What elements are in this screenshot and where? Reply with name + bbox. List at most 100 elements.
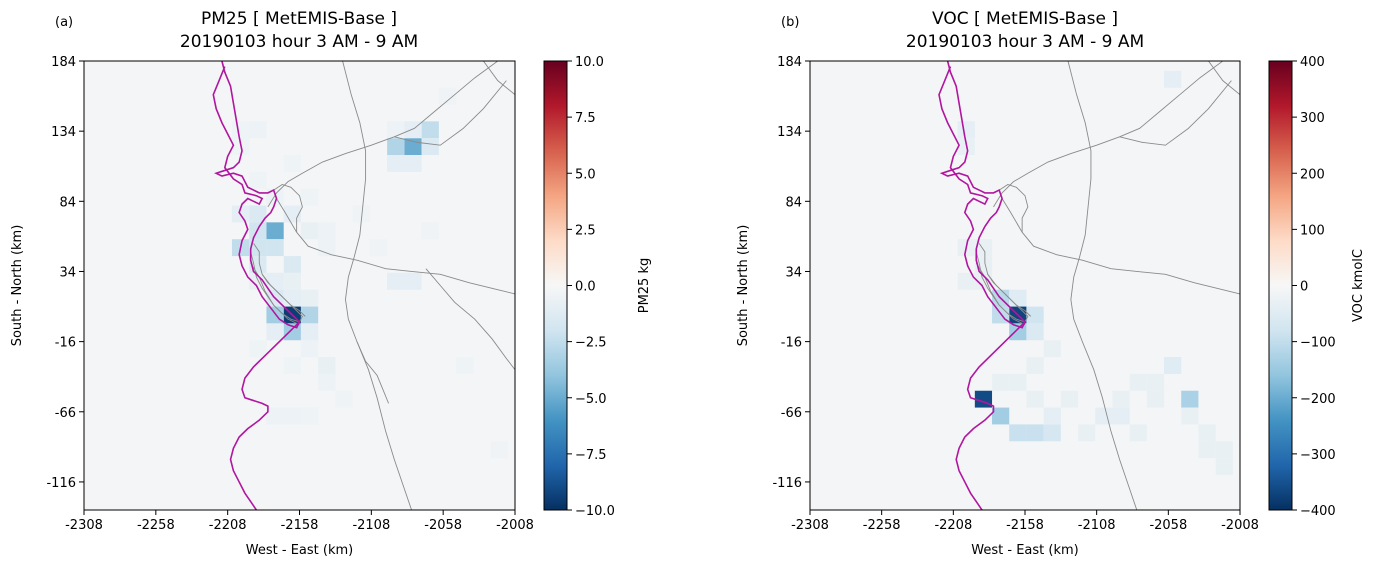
heatmap-cell: [1078, 424, 1096, 442]
heatmap-cell: [249, 205, 267, 223]
heatmap-cell: [249, 171, 267, 189]
y-tick-label: -16: [781, 336, 802, 351]
heatmap-cell: [1215, 441, 1233, 459]
colorbar-label: VOC kmolC: [1351, 249, 1366, 322]
heatmap-cell: [1043, 424, 1061, 442]
x-tick-label: -2058: [424, 518, 462, 533]
y-axis-label: South - North (km): [10, 225, 25, 347]
heatmap-cell: [352, 205, 370, 223]
heatmap-cell: [1043, 407, 1061, 425]
y-tick-label: -116: [772, 476, 802, 491]
y-tick-label: 184: [777, 55, 802, 70]
bay-outline: [250, 243, 303, 323]
heatmap-cell: [369, 239, 388, 257]
colorbar-tick-label: 100: [1300, 223, 1325, 238]
road-line: [394, 80, 507, 146]
chart-subtitle: 20190103 hour 3 AM - 9 AM: [906, 32, 1144, 52]
heatmap-cell: [957, 121, 975, 139]
x-tick-label: -2158: [281, 518, 319, 533]
heatmap-cell: [300, 222, 319, 240]
road-line: [273, 183, 303, 233]
road-line: [993, 61, 1224, 208]
road-line: [1001, 198, 1240, 295]
road-line: [267, 61, 499, 208]
colorbar-tick-label: 400: [1300, 55, 1325, 70]
heatmap-cell: [387, 272, 405, 290]
x-tick-label: -2208: [209, 518, 247, 533]
heatmap-cell: [283, 272, 301, 290]
road-line: [425, 268, 515, 370]
heatmap-cell: [1215, 458, 1233, 475]
heatmap-cell: [387, 138, 405, 156]
y-tick-label: 134: [51, 125, 76, 140]
heatmap-cell: [1129, 424, 1147, 442]
heatmap-cell: [249, 272, 267, 290]
colorbar: [543, 60, 568, 511]
colorbar-tick-label: 10.0: [575, 55, 604, 70]
x-tick-label: -2008: [496, 518, 534, 533]
chart-title: VOC [ MetEMIS-Base ]: [932, 9, 1118, 29]
road-line: [998, 183, 1029, 233]
heatmap-cell: [249, 340, 267, 358]
heatmap-cell: [490, 441, 508, 459]
y-tick-label: 34: [785, 265, 802, 280]
heatmap-cell: [421, 138, 439, 156]
heatmap-cell: [249, 239, 267, 257]
colorbar-tick-label: −400: [1300, 504, 1336, 519]
heatmap-cell: [387, 121, 405, 139]
x-tick-label: -2058: [1149, 518, 1187, 533]
heatmap-cell: [1181, 407, 1199, 425]
heatmap-cell: [266, 407, 284, 425]
x-tick-label: -2108: [1078, 518, 1116, 533]
heatmap-cell: [438, 87, 457, 105]
y-tick-label: -66: [55, 406, 76, 421]
heatmap-cell: [318, 222, 336, 240]
colorbar-tick-label: 2.5: [575, 223, 596, 238]
colorbar-tick-label: −5.0: [575, 392, 607, 407]
heatmap-cell: [421, 121, 439, 139]
heatmap-cell: [266, 239, 284, 257]
y-tick-label: 34: [59, 265, 76, 280]
heatmap-cell: [1095, 407, 1113, 425]
heatmap-cell: [1060, 390, 1079, 408]
heatmap-cell: [1164, 70, 1182, 88]
heatmap-cell: [249, 121, 267, 139]
colorbar-tick-label: 300: [1300, 111, 1325, 126]
heatmap-cell: [335, 390, 353, 408]
y-tick-label: 84: [59, 195, 76, 210]
heatmap-cell: [974, 239, 993, 257]
heatmap-cell: [1198, 441, 1216, 459]
heatmap-cell: [300, 407, 319, 425]
coastline: [938, 61, 1026, 329]
heatmap-cell: [456, 357, 474, 374]
heatmap-cell: [1009, 373, 1027, 391]
y-tick-label: -66: [781, 406, 802, 421]
heatmap-cell: [992, 373, 1010, 391]
y-tick-label: -16: [55, 336, 76, 351]
heatmap-cell: [318, 373, 336, 391]
heatmap-cell: [300, 306, 319, 324]
x-tick-label: -2158: [1006, 518, 1044, 533]
road-line: [276, 198, 515, 295]
road-line: [1208, 61, 1240, 96]
y-tick-label: 134: [777, 125, 802, 140]
colorbar-tick-label: 7.5: [575, 111, 596, 126]
x-axis-label: West - East (km): [971, 543, 1078, 558]
heatmap-cell: [404, 155, 422, 172]
heatmap-cell: [300, 289, 319, 307]
colorbar-tick-label: −200: [1300, 392, 1336, 407]
heatmap-cell: [283, 256, 301, 273]
heatmap-cell: [283, 357, 301, 374]
colorbar-tick-label: 200: [1300, 167, 1325, 182]
panel-label: (b): [781, 15, 799, 30]
heatmap-cell: [957, 272, 975, 290]
colorbar-tick-label: −7.5: [575, 448, 607, 463]
colorbar-tick-label: 0.0: [575, 280, 596, 295]
x-tick-label: -2308: [65, 518, 103, 533]
heatmap-cell: [266, 323, 284, 341]
heatmap-cell: [1026, 306, 1044, 324]
chart-subtitle: 20190103 hour 3 AM - 9 AM: [180, 32, 418, 52]
heatmap-cell: [404, 138, 422, 156]
plot-area: [810, 61, 1240, 510]
y-tick-label: 84: [785, 195, 802, 210]
